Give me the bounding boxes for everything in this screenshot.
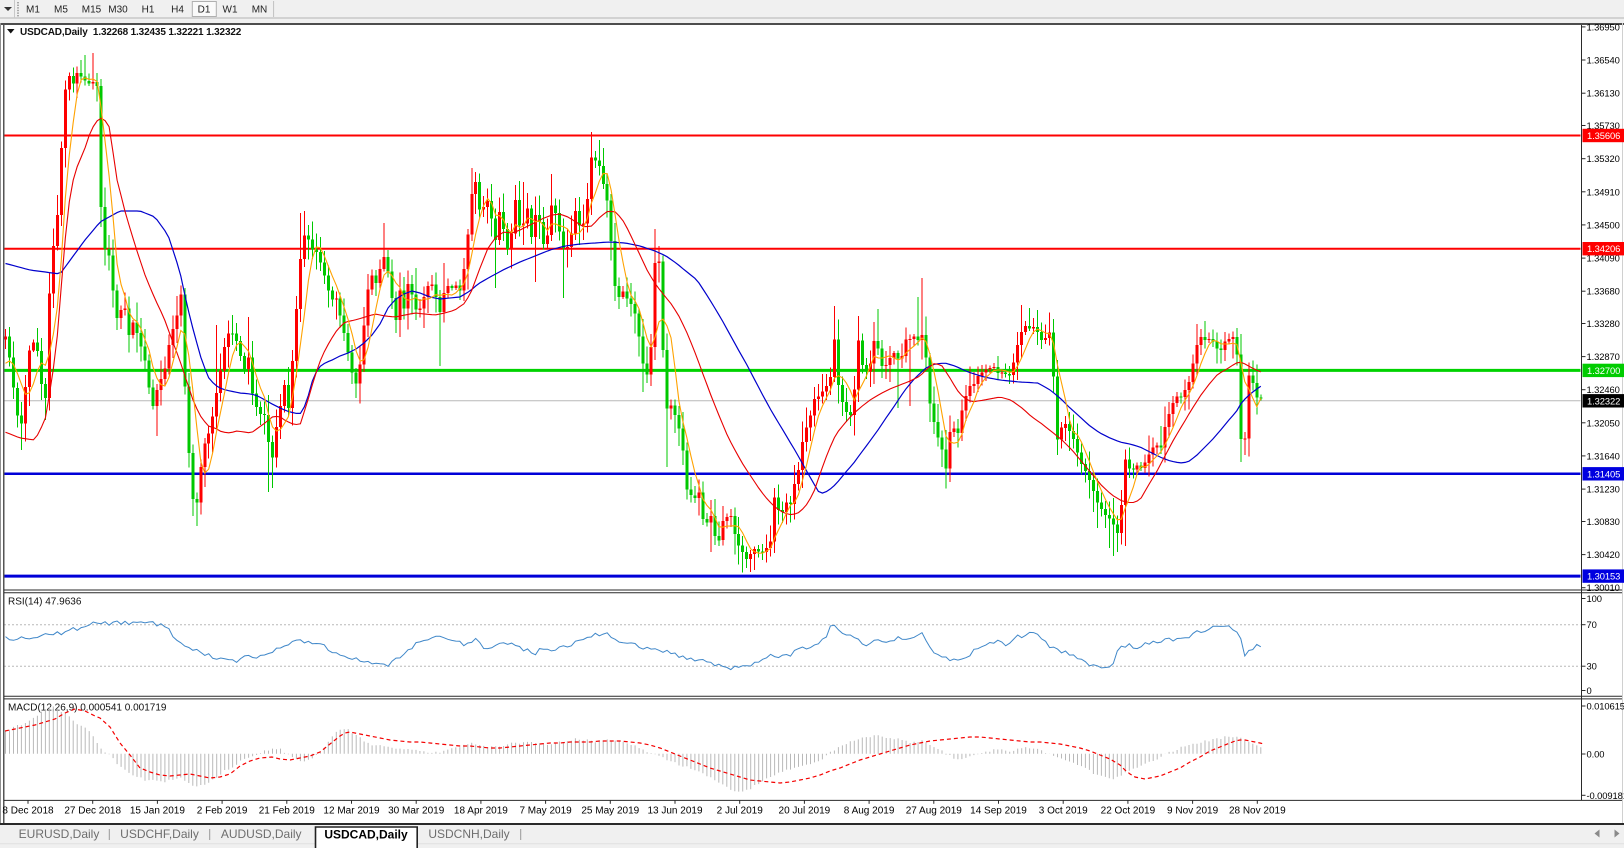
svg-text:0.010615: 0.010615 [1587, 701, 1624, 712]
svg-text:22 Oct 2019: 22 Oct 2019 [1101, 806, 1156, 817]
svg-text:18 Apr 2019: 18 Apr 2019 [454, 806, 508, 817]
svg-text:1.31405: 1.31405 [1587, 468, 1620, 479]
svg-text:RSI(14) 47.9636: RSI(14) 47.9636 [8, 597, 82, 608]
svg-text:25 May 2019: 25 May 2019 [581, 806, 639, 817]
svg-text:M30: M30 [108, 5, 128, 16]
svg-text:0.00: 0.00 [1587, 749, 1605, 760]
svg-text:M15: M15 [82, 5, 102, 16]
svg-text:28 Nov 2019: 28 Nov 2019 [1229, 806, 1286, 817]
svg-text:21 Feb 2019: 21 Feb 2019 [259, 806, 316, 817]
svg-text:EURUSD,Daily: EURUSD,Daily [19, 827, 100, 841]
svg-text:D1: D1 [198, 5, 211, 16]
svg-text:1.31230: 1.31230 [1587, 484, 1620, 495]
svg-text:USDCAD,Daily 1.32268 1.32435: USDCAD,Daily 1.32268 1.32435 1.32221 1.3… [20, 27, 242, 38]
svg-text:7 May 2019: 7 May 2019 [519, 806, 572, 817]
svg-text:1.33680: 1.33680 [1587, 286, 1620, 297]
svg-text:1.32870: 1.32870 [1587, 351, 1620, 362]
svg-text:-0.009181: -0.009181 [1587, 790, 1624, 801]
svg-text:30 Mar 2019: 30 Mar 2019 [388, 806, 445, 817]
svg-text:70: 70 [1587, 619, 1597, 630]
svg-text:20 Jul 2019: 20 Jul 2019 [779, 806, 831, 817]
svg-text:AUDUSD,Daily: AUDUSD,Daily [221, 827, 302, 841]
svg-text:14 Sep 2019: 14 Sep 2019 [970, 806, 1027, 817]
svg-text:1.32050: 1.32050 [1587, 417, 1620, 428]
svg-text:W1: W1 [223, 5, 238, 16]
svg-text:1.31640: 1.31640 [1587, 450, 1620, 461]
svg-text:1.35320: 1.35320 [1587, 153, 1620, 164]
svg-text:27 Dec 2018: 27 Dec 2018 [64, 806, 121, 817]
svg-text:8 Dec 2018: 8 Dec 2018 [2, 806, 54, 817]
svg-text:8 Aug 2019: 8 Aug 2019 [844, 806, 895, 817]
svg-text:1.36130: 1.36130 [1587, 88, 1620, 99]
svg-text:M5: M5 [54, 5, 68, 16]
svg-text:1.36540: 1.36540 [1587, 55, 1620, 66]
svg-text:1.30153: 1.30153 [1587, 571, 1620, 582]
svg-text:1.30420: 1.30420 [1587, 549, 1620, 560]
svg-text:30: 30 [1587, 661, 1597, 672]
svg-text:1.30830: 1.30830 [1587, 516, 1620, 527]
svg-text:2 Jul 2019: 2 Jul 2019 [717, 806, 764, 817]
svg-text:1.30010: 1.30010 [1587, 582, 1620, 593]
svg-text:1.32322: 1.32322 [1587, 395, 1620, 406]
svg-text:15 Jan 2019: 15 Jan 2019 [130, 806, 185, 817]
svg-text:1.34500: 1.34500 [1587, 219, 1620, 230]
svg-text:9 Nov 2019: 9 Nov 2019 [1167, 806, 1219, 817]
svg-text:1.33280: 1.33280 [1587, 318, 1620, 329]
svg-text:0: 0 [1587, 685, 1592, 696]
svg-text:1.34910: 1.34910 [1587, 186, 1620, 197]
svg-text:USDCNH,Daily: USDCNH,Daily [428, 827, 509, 841]
svg-text:13 Jun 2019: 13 Jun 2019 [647, 806, 702, 817]
svg-text:1.32700: 1.32700 [1587, 365, 1620, 376]
svg-text:H1: H1 [142, 5, 155, 16]
svg-text:1.32460: 1.32460 [1587, 384, 1620, 395]
svg-text:3 Oct 2019: 3 Oct 2019 [1039, 806, 1088, 817]
svg-text:12 Mar 2019: 12 Mar 2019 [323, 806, 380, 817]
svg-text:USDCHF,Daily: USDCHF,Daily [120, 827, 199, 841]
svg-text:1.35606: 1.35606 [1587, 130, 1620, 141]
svg-text:MN: MN [252, 5, 268, 16]
svg-text:USDCAD,Daily: USDCAD,Daily [324, 828, 408, 842]
svg-text:2 Feb 2019: 2 Feb 2019 [197, 806, 248, 817]
svg-text:1.36950: 1.36950 [1587, 21, 1620, 32]
svg-text:27 Aug 2019: 27 Aug 2019 [906, 806, 963, 817]
svg-text:100: 100 [1587, 593, 1602, 604]
svg-text:M1: M1 [26, 5, 40, 16]
svg-text:H4: H4 [171, 5, 184, 16]
svg-text:1.34206: 1.34206 [1587, 243, 1620, 254]
